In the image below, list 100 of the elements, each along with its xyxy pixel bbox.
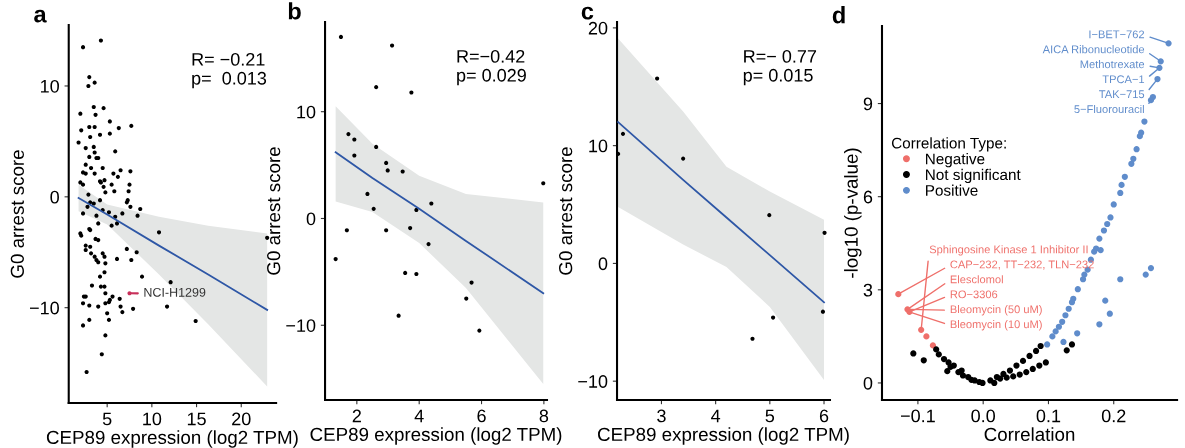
point bbox=[1032, 347, 1040, 355]
point bbox=[1068, 341, 1076, 348]
point bbox=[1141, 118, 1148, 125]
annotation: p= 0.013 bbox=[192, 71, 267, 89]
y-tick-label: −10 bbox=[578, 375, 608, 388]
chart-title: c bbox=[581, 6, 594, 20]
point bbox=[1106, 310, 1113, 317]
point bbox=[1128, 160, 1135, 167]
point bbox=[541, 181, 546, 186]
annotation: 5−Fluorouracil bbox=[1074, 104, 1144, 114]
point bbox=[1104, 220, 1111, 228]
legend-label: Positive bbox=[926, 184, 978, 196]
point bbox=[1130, 155, 1137, 162]
point bbox=[820, 309, 826, 314]
legend-label: Not significant bbox=[926, 168, 1021, 184]
point bbox=[1110, 201, 1117, 208]
x-tick-label: 0.1 bbox=[1036, 409, 1061, 423]
point bbox=[1049, 333, 1056, 340]
point bbox=[910, 350, 917, 357]
y-tick-label: 20 bbox=[588, 21, 608, 35]
point bbox=[346, 132, 351, 137]
point bbox=[681, 156, 686, 161]
point bbox=[750, 336, 755, 341]
x-tick-label: 3 bbox=[657, 409, 666, 423]
point bbox=[1029, 365, 1036, 373]
point bbox=[1074, 330, 1081, 337]
y-tick-label: 0 bbox=[306, 212, 316, 226]
annotation: AICA Ribonucleotide bbox=[1042, 45, 1145, 54]
point bbox=[767, 213, 772, 218]
point bbox=[338, 34, 344, 40]
y-tick-label: 6 bbox=[863, 190, 873, 204]
point bbox=[1010, 373, 1017, 380]
legend-title: Correlation Type: bbox=[891, 137, 1006, 152]
y-axis-title: -log10 (p-value) bbox=[844, 148, 862, 278]
x-tick-label: 2 bbox=[352, 409, 361, 423]
point bbox=[1118, 181, 1125, 188]
point bbox=[408, 226, 413, 231]
annotation: p= 0.015 bbox=[743, 68, 813, 86]
point bbox=[333, 256, 338, 262]
point bbox=[1157, 58, 1164, 65]
point bbox=[617, 151, 621, 156]
y-axis-title: G0 arrest score bbox=[559, 147, 573, 275]
point bbox=[1062, 312, 1069, 319]
point bbox=[822, 230, 827, 235]
point bbox=[1102, 297, 1109, 304]
point bbox=[1096, 235, 1103, 242]
point bbox=[920, 357, 927, 364]
y-tick-label: 10 bbox=[41, 79, 59, 93]
x-tick-label: 0.2 bbox=[1101, 409, 1126, 423]
point bbox=[1100, 227, 1108, 234]
point bbox=[1096, 321, 1103, 328]
x-tick-label: 15 bbox=[187, 412, 206, 426]
y-tick-label: 0 bbox=[863, 376, 873, 390]
annotation: TPCA−1 bbox=[1102, 75, 1145, 84]
point bbox=[1133, 146, 1140, 153]
annotation: R=− 0.77 bbox=[744, 49, 817, 63]
line-series bbox=[77, 197, 269, 311]
x-tick-label: 10 bbox=[143, 412, 162, 426]
point bbox=[1037, 342, 1044, 350]
point bbox=[389, 43, 395, 48]
point bbox=[1003, 374, 1010, 381]
point bbox=[365, 191, 370, 197]
point bbox=[1097, 246, 1104, 254]
annotation: Methotrexate bbox=[1080, 60, 1145, 69]
point bbox=[1026, 352, 1033, 360]
point bbox=[469, 280, 474, 285]
point bbox=[414, 207, 419, 213]
point bbox=[1068, 299, 1076, 306]
x-axis-title: Correlation bbox=[984, 427, 1075, 442]
y-tick-label: 0 bbox=[598, 257, 608, 271]
point bbox=[1055, 323, 1063, 330]
x-axis-title: CEP89 expression (log2 TPM) bbox=[310, 427, 562, 445]
annotation: p= 0.029 bbox=[457, 68, 526, 86]
point bbox=[929, 342, 937, 349]
y-tick-label: −10 bbox=[29, 301, 59, 315]
annotation: Sphingosine Kinase 1 Inhibitor II bbox=[929, 245, 1088, 256]
point bbox=[923, 333, 930, 340]
point bbox=[1042, 359, 1049, 366]
point bbox=[403, 270, 408, 276]
annotation: TAK−715 bbox=[1099, 90, 1145, 99]
x-tick-label: −0.1 bbox=[900, 409, 935, 423]
x-tick-label: 0.0 bbox=[971, 409, 996, 423]
point bbox=[1013, 362, 1020, 369]
point bbox=[620, 131, 626, 136]
point bbox=[384, 228, 389, 233]
point bbox=[1107, 214, 1114, 221]
x-tick-label: 5 bbox=[102, 412, 112, 426]
point bbox=[918, 326, 925, 333]
point bbox=[1121, 173, 1128, 180]
x-tick-label: 20 bbox=[232, 412, 251, 426]
y-tick-label: 0 bbox=[50, 190, 59, 204]
x-axis-title: CEP89 expression (log2 TPM) bbox=[46, 430, 298, 448]
point bbox=[997, 375, 1004, 382]
annotation: RO−3306 bbox=[950, 290, 998, 299]
point bbox=[1074, 286, 1081, 293]
annotation: CAP−232, TT−232, TLN−232 bbox=[950, 260, 1094, 270]
point bbox=[426, 242, 431, 247]
point bbox=[1117, 276, 1124, 283]
x-tick-label: 6 bbox=[477, 409, 486, 423]
y-axis-title: G0 arrest score bbox=[10, 150, 24, 278]
